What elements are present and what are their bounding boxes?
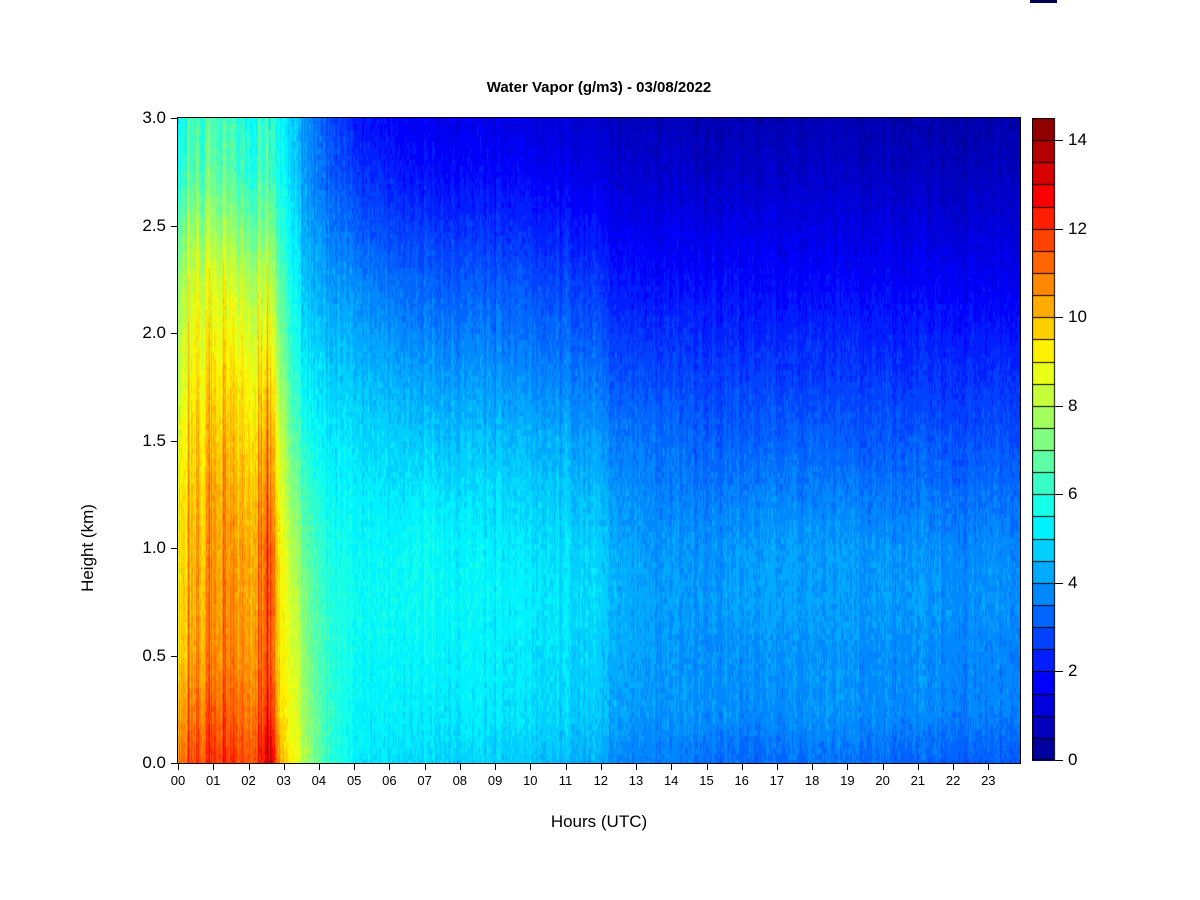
x-tick-mark: [847, 763, 849, 770]
x-tick-label: 07: [417, 773, 432, 788]
x-tick-mark: [283, 763, 285, 770]
y-tick-mark: [171, 333, 178, 334]
x-tick-label: 01: [205, 773, 221, 788]
x-tick-mark: [459, 763, 461, 770]
x-tick-label: 02: [241, 773, 256, 788]
heatmap-canvas: [177, 117, 1021, 764]
x-tick-mark: [389, 763, 391, 770]
y-tick-label: 3.0: [142, 108, 166, 127]
x-tick-mark: [671, 763, 673, 770]
x-tick-label: 06: [382, 773, 397, 788]
y-tick-label: 0.0: [142, 753, 166, 772]
x-tick-label: 09: [487, 773, 503, 788]
y-tick-mark: [171, 655, 178, 657]
x-tick-mark: [882, 763, 884, 770]
colorbar-tick-mark: [1055, 760, 1063, 761]
x-tick-mark: [988, 763, 990, 770]
y-tick-label: 0.5: [142, 645, 166, 665]
y-tick-mark: [171, 225, 178, 227]
x-tick-mark: [812, 763, 814, 770]
colorbar-tick-label: 4: [1068, 572, 1078, 592]
x-tick-label: 10: [523, 773, 538, 788]
x-tick-label: 08: [452, 773, 468, 788]
colorbar-tick-mark: [1055, 671, 1063, 673]
colorbar-tick-label: 0: [1068, 750, 1078, 769]
x-tick-mark: [953, 763, 955, 770]
y-tick-mark: [171, 440, 178, 442]
x-tick-label: 14: [663, 773, 679, 788]
x-tick-label: 17: [769, 773, 785, 788]
x-tick-mark: [636, 763, 637, 770]
y-tick-label: 1.0: [142, 538, 166, 557]
x-tick-label: 05: [346, 773, 362, 788]
x-tick-mark: [600, 763, 602, 770]
x-tick-mark: [917, 763, 919, 770]
x-tick-label: 19: [840, 773, 855, 788]
x-tick-label: 22: [945, 773, 961, 788]
x-tick-mark: [424, 763, 426, 770]
x-tick-mark: [776, 763, 778, 770]
x-axis-title: Hours (UTC): [550, 812, 648, 831]
y-tick-mark: [171, 763, 178, 764]
colorbar-tick-label: 6: [1068, 484, 1078, 504]
x-tick-mark: [318, 763, 320, 770]
colorbar-tick-label: 10: [1068, 307, 1087, 327]
x-tick-label: 20: [875, 773, 890, 788]
y-tick-label: 2.5: [142, 215, 166, 235]
x-tick-mark: [706, 763, 708, 770]
colorbar-tick-label: 12: [1068, 218, 1087, 238]
x-tick-mark: [565, 763, 567, 770]
x-tick-label: 15: [699, 773, 714, 788]
y-tick-mark: [171, 118, 178, 119]
colorbar-tick-label: 14: [1068, 130, 1087, 150]
x-tick-label: 18: [804, 773, 820, 788]
colorbar-tick-label: 2: [1068, 661, 1078, 681]
x-tick-mark: [495, 763, 497, 770]
x-tick-mark: [530, 763, 532, 770]
x-tick-label: 03: [276, 773, 291, 788]
colorbar-tick-mark: [1055, 582, 1063, 584]
colorbar-canvas: [1032, 118, 1056, 761]
x-tick-label: 16: [734, 773, 749, 788]
y-axis-title: Height (km): [78, 504, 97, 592]
x-tick-label: 21: [910, 773, 926, 788]
colorbar-tick-mark: [1055, 317, 1063, 319]
chart-title: Water Vapor (g/m3) - 03/08/2022: [486, 79, 712, 96]
x-tick-mark: [213, 763, 215, 770]
colorbar-tick-mark: [1055, 228, 1063, 230]
colorbar-tick-mark: [1055, 494, 1063, 496]
colorbar-tick-label: 8: [1068, 395, 1078, 415]
x-tick-label: 00: [170, 773, 186, 788]
y-tick-label: 1.5: [142, 430, 166, 450]
x-tick-label: 12: [593, 773, 609, 788]
x-tick-mark: [741, 763, 743, 770]
y-tick-mark: [171, 548, 178, 549]
x-tick-mark: [248, 763, 250, 770]
x-tick-mark: [178, 763, 179, 770]
y-tick-label: 2.0: [142, 323, 166, 342]
x-tick-label: 11: [558, 773, 573, 788]
colorbar-tick-mark: [1055, 405, 1063, 407]
x-tick-label: 04: [311, 773, 327, 788]
x-tick-mark: [354, 763, 356, 770]
clipped-colorbar-fragment: [1030, 0, 1057, 3]
x-tick-label: 23: [981, 773, 996, 788]
colorbar-tick-mark: [1055, 140, 1063, 142]
x-tick-label: 13: [628, 773, 644, 788]
